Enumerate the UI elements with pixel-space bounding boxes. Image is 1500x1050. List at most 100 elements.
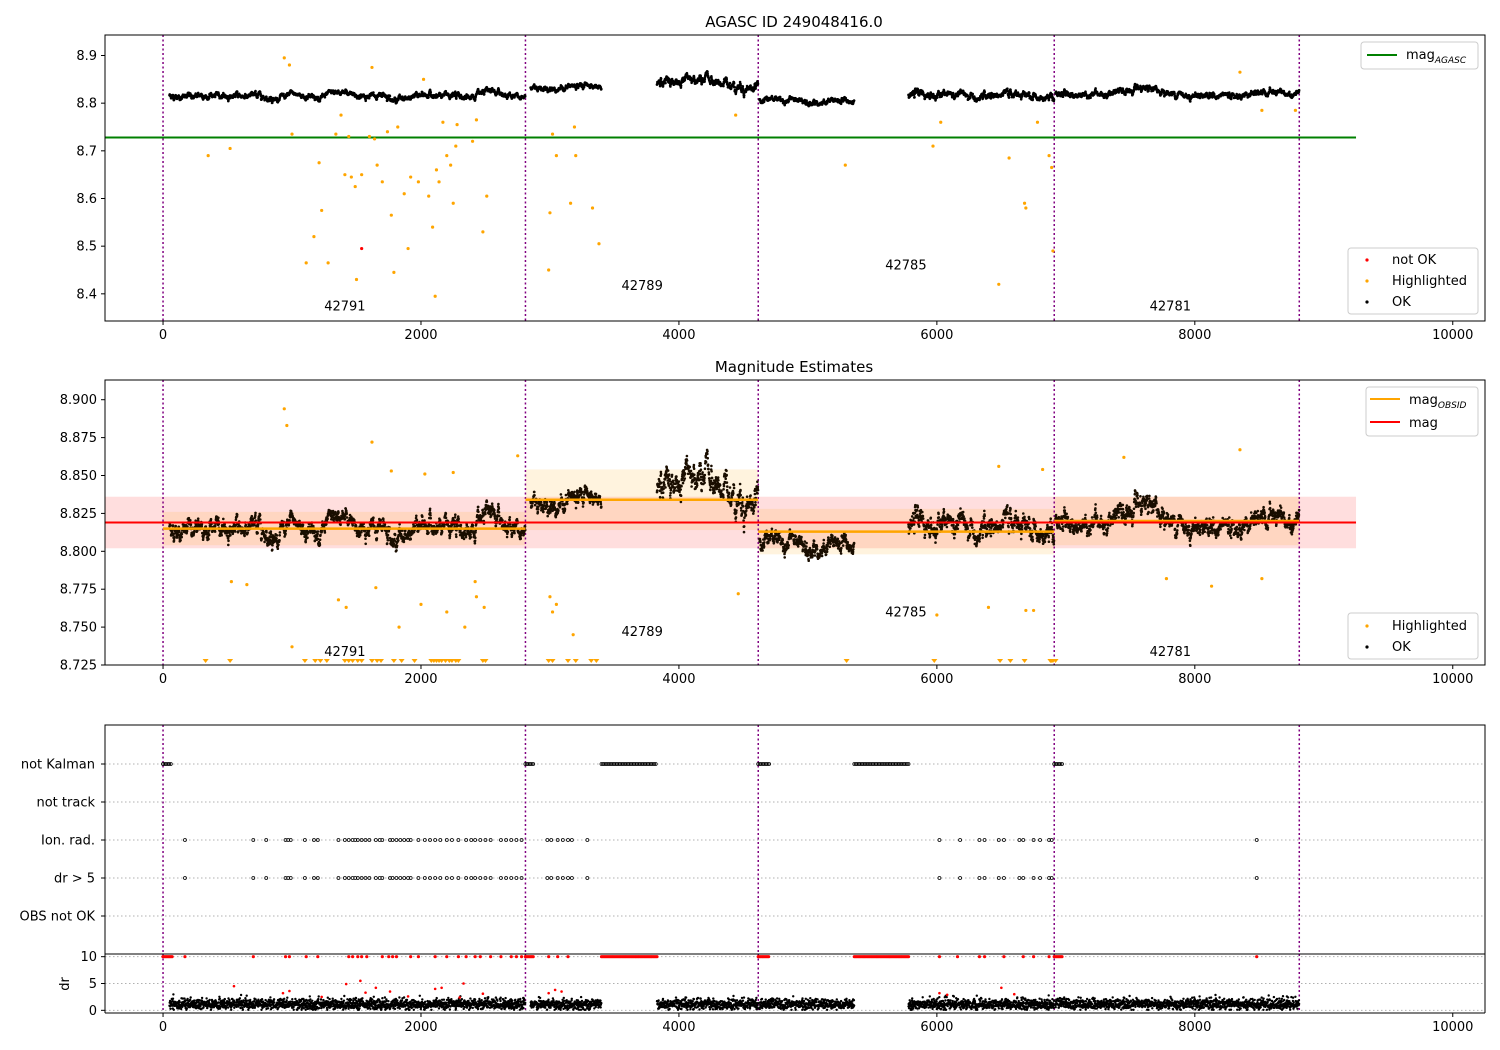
ok-point — [728, 81, 732, 85]
ok-point — [367, 96, 371, 100]
highlighted-point — [554, 153, 559, 158]
highlighted-point — [353, 184, 357, 189]
ok-point — [1297, 88, 1301, 92]
x-tick-label: 2000 — [404, 328, 437, 343]
ok-point — [235, 90, 239, 93]
highlighted-point — [734, 113, 738, 117]
ok-point — [659, 77, 663, 81]
ok-point — [852, 99, 856, 102]
ok-point — [1189, 100, 1192, 103]
highlighted-point — [574, 153, 578, 158]
highlighted-point — [568, 201, 573, 205]
ok-point — [1094, 87, 1097, 90]
highlighted-point — [434, 168, 439, 172]
highlighted-point — [437, 180, 441, 184]
ok-point — [1006, 87, 1009, 90]
ok-point — [968, 96, 972, 100]
ok-point — [742, 94, 746, 97]
ok-point — [171, 93, 175, 97]
highlighted-point — [430, 225, 435, 229]
highlighted-point — [406, 246, 410, 251]
highlighted-point — [572, 125, 577, 129]
highlighted-point — [360, 173, 364, 177]
highlighted-point — [287, 63, 292, 67]
highlighted-point — [441, 120, 445, 124]
ok-point — [1007, 96, 1011, 99]
highlighted-point — [354, 277, 359, 282]
not-ok-point — [360, 246, 364, 251]
ok-point — [732, 82, 736, 85]
highlighted-point — [317, 161, 321, 165]
highlighted-point — [451, 201, 455, 205]
highlighted-point — [380, 180, 384, 184]
highlighted-point — [228, 146, 232, 151]
highlighted-point — [455, 123, 459, 127]
highlighted-point — [320, 208, 324, 213]
ok-point — [1052, 98, 1056, 102]
ok-point — [259, 93, 263, 96]
ok-point — [401, 95, 404, 98]
highlighted-point — [445, 153, 449, 158]
highlighted-point — [206, 153, 210, 158]
ok-point — [706, 70, 709, 73]
highlighted-point — [548, 211, 552, 215]
highlighted-point — [939, 120, 943, 124]
highlighted-point — [370, 65, 374, 70]
ok-point — [256, 96, 259, 99]
highlighted-point — [1051, 249, 1055, 253]
ok-point — [1031, 98, 1035, 101]
highlighted-point — [590, 206, 595, 210]
ok-point — [282, 92, 285, 96]
highlighted-point — [339, 113, 343, 117]
ok-points — [168, 70, 1301, 108]
highlighted-point — [312, 235, 316, 239]
ok-point — [664, 81, 667, 85]
ok-point — [254, 89, 257, 93]
ok-point — [364, 99, 368, 103]
ok-point — [523, 95, 527, 98]
ok-point — [316, 95, 320, 99]
highlighted-point — [416, 180, 421, 184]
ok-point — [375, 97, 379, 101]
highlighted-point — [997, 282, 1001, 286]
highlighted-point — [372, 137, 377, 141]
ok-point — [679, 84, 683, 87]
ok-point — [722, 84, 725, 88]
ok-point — [429, 91, 433, 95]
highlighted-point — [1050, 165, 1054, 170]
ok-point — [983, 90, 986, 94]
highlighted-point — [343, 173, 347, 177]
ok-point — [703, 80, 706, 83]
ok-point — [482, 92, 486, 96]
highlighted-point — [347, 134, 351, 139]
highlighted-point — [1260, 108, 1264, 112]
highlighted-point — [385, 130, 390, 134]
ok-point — [388, 94, 392, 98]
highlighted-point — [402, 192, 406, 196]
ok-point — [1288, 90, 1291, 94]
ok-point — [372, 91, 375, 94]
highlighted-point — [550, 132, 555, 136]
highlighted-point — [931, 144, 935, 148]
ok-point — [427, 96, 430, 99]
ok-point — [1229, 97, 1233, 101]
highlighted-point — [449, 163, 453, 167]
highlighted-point — [433, 294, 437, 298]
highlighted-point — [470, 139, 475, 143]
ok-point — [725, 77, 728, 81]
ok-point — [917, 94, 921, 97]
obsid-label: 42785 — [885, 259, 926, 274]
ok-point — [600, 87, 603, 91]
ok-point — [213, 95, 217, 99]
ok-point — [1212, 92, 1216, 96]
obsid-label: 42781 — [1150, 300, 1191, 315]
ok-point — [971, 92, 974, 96]
ok-point — [393, 96, 397, 100]
highlighted-point — [375, 163, 379, 167]
highlighted-point — [1022, 201, 1027, 205]
highlighted-point — [843, 163, 847, 167]
highlighted-point — [326, 261, 330, 265]
highlighted-point — [1024, 206, 1028, 210]
ok-point — [379, 92, 383, 95]
